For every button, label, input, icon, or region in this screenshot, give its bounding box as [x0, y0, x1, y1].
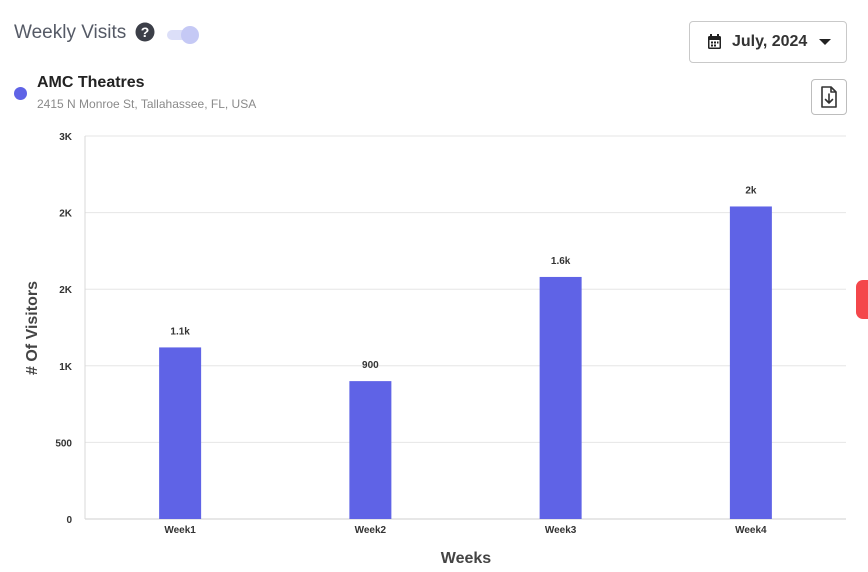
- bar: [159, 347, 202, 519]
- download-button[interactable]: [811, 79, 847, 115]
- bar: [349, 381, 392, 519]
- side-feedback-tab[interactable]: [856, 280, 868, 319]
- venue-name: AMC Theatres: [37, 74, 145, 91]
- question-circle-icon[interactable]: ?: [135, 22, 155, 42]
- bar: [539, 276, 582, 519]
- x-axis-title: Weeks: [441, 550, 492, 567]
- y-axis-title: # Of Visitors: [24, 281, 41, 375]
- data-label: 2k: [745, 185, 757, 196]
- calendar-icon: [708, 34, 721, 49]
- svg-text:?: ?: [141, 24, 150, 40]
- chevron-down-icon: [819, 39, 831, 45]
- x-tick-label: Week4: [735, 525, 767, 536]
- y-tick-label: 0: [66, 515, 72, 526]
- file-download-icon: [821, 86, 837, 108]
- y-tick-label: 1K: [59, 362, 73, 373]
- x-tick-label: Week3: [545, 525, 577, 536]
- y-tick-label: 3K: [59, 132, 73, 143]
- y-tick-label: 500: [55, 438, 72, 449]
- month-picker-button[interactable]: July, 2024: [689, 21, 847, 63]
- chart-title: Weekly Visits: [14, 22, 127, 43]
- month-picker-label: July, 2024: [732, 33, 808, 50]
- data-label: 900: [362, 360, 379, 371]
- venue-address: 2415 N Monroe St, Tallahassee, FL, USA: [37, 97, 257, 111]
- data-label: 1.1k: [170, 326, 190, 337]
- chart-toggle[interactable]: [165, 25, 201, 45]
- data-label: 1.6k: [551, 256, 571, 267]
- x-tick-label: Week1: [164, 525, 196, 536]
- y-tick-label: 2K: [59, 209, 73, 220]
- y-tick-label: 2K: [59, 285, 73, 296]
- legend-dot: [14, 87, 27, 100]
- x-tick-label: Week2: [355, 525, 387, 536]
- toggle-knob: [181, 26, 199, 44]
- bar: [729, 206, 772, 520]
